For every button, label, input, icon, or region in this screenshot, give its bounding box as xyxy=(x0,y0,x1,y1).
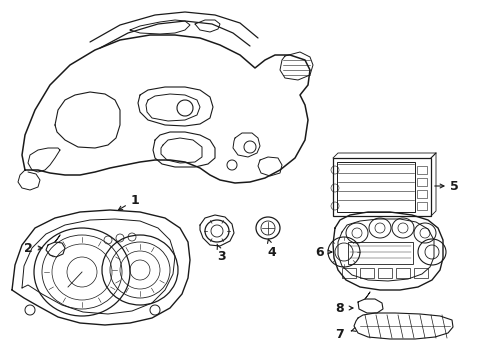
Text: 5: 5 xyxy=(448,180,457,193)
Bar xyxy=(359,268,373,278)
Bar xyxy=(336,162,414,212)
Text: 2: 2 xyxy=(23,242,32,255)
Bar xyxy=(413,268,427,278)
Bar xyxy=(395,268,409,278)
Text: 7: 7 xyxy=(335,328,344,341)
Bar xyxy=(416,202,426,210)
Text: 3: 3 xyxy=(217,244,226,262)
Text: 1: 1 xyxy=(118,194,139,210)
Bar xyxy=(341,268,355,278)
Bar xyxy=(416,190,426,198)
Text: 4: 4 xyxy=(267,239,276,258)
Bar xyxy=(347,242,412,264)
Bar xyxy=(416,166,426,174)
Bar xyxy=(377,268,391,278)
Text: 8: 8 xyxy=(335,302,344,315)
Bar xyxy=(416,178,426,186)
Bar xyxy=(332,158,430,216)
Text: 6: 6 xyxy=(315,246,324,258)
